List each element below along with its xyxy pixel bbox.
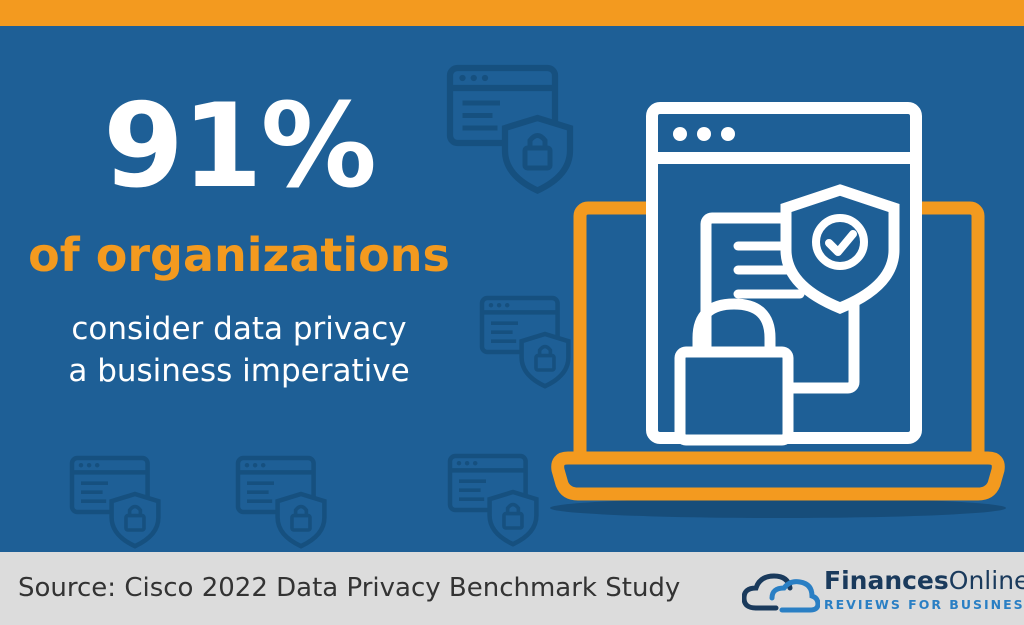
top-accent-bar bbox=[0, 0, 1024, 26]
stat-number: 91% bbox=[103, 79, 377, 214]
brand-tagline: REVIEWS FOR BUSINESS bbox=[824, 597, 1024, 612]
brand-name: FinancesOnline bbox=[824, 566, 1024, 596]
cloud-logo-icon bbox=[742, 573, 820, 613]
stat-description-line-2: a business imperative bbox=[68, 353, 410, 389]
stat-subject: of organizations bbox=[28, 228, 450, 282]
stat-description: consider data privacy a business imperat… bbox=[0, 308, 478, 392]
source-citation: Source: Cisco 2022 Data Privacy Benchmar… bbox=[18, 573, 681, 603]
brand[interactable]: FinancesOnline REVIEWS FOR BUSINESS bbox=[742, 564, 1024, 616]
stat-description-line-1: consider data privacy bbox=[71, 311, 407, 347]
brand-name-part2: Online bbox=[948, 566, 1024, 595]
brand-name-part1: Finances bbox=[824, 566, 949, 595]
footer: Source: Cisco 2022 Data Privacy Benchmar… bbox=[0, 552, 1024, 625]
laptop-secure-document-icon bbox=[550, 102, 1006, 518]
